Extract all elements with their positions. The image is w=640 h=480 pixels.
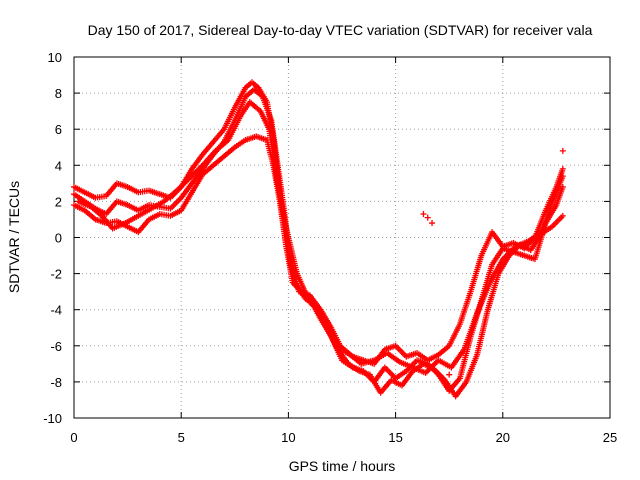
- y-tick-label: 2: [55, 194, 62, 209]
- y-tick-label: -4: [50, 303, 62, 318]
- data-point: [559, 212, 566, 219]
- series-track-b: [71, 86, 566, 394]
- x-axis-label: GPS time / hours: [289, 458, 396, 474]
- y-tick-labels: -10 -8 -6 -4 -2 0 2 4 6 8 10: [43, 50, 62, 426]
- x-tick-labels: 0 5 10 15 20 25: [70, 430, 617, 445]
- data-point: [559, 147, 566, 154]
- series-isolated: [420, 147, 566, 389]
- y-tick-label: 0: [55, 231, 62, 246]
- data-point: [559, 183, 566, 190]
- data-point: [424, 214, 431, 221]
- x-tick-label: 5: [178, 430, 185, 445]
- data-point: [559, 173, 566, 180]
- data-point: [429, 220, 436, 227]
- y-tick-label: -6: [50, 339, 62, 354]
- y-tick-label: 8: [55, 86, 62, 101]
- y-tick-label: 6: [55, 122, 62, 137]
- data-point: [446, 371, 453, 378]
- data-point: [420, 211, 427, 218]
- y-tick-label: -10: [43, 411, 62, 426]
- y-tick-label: -8: [50, 375, 62, 390]
- series-track-d: [75, 99, 566, 376]
- plot-frame: [73, 56, 611, 419]
- y-tick-label: 4: [55, 158, 62, 173]
- x-tick-label: 25: [603, 430, 617, 445]
- y-tick-label: -2: [50, 267, 62, 282]
- x-tick-label: 20: [496, 430, 510, 445]
- data-point: [450, 382, 457, 389]
- x-tick-label: 0: [70, 430, 77, 445]
- data-marks: [71, 79, 566, 400]
- x-tick-label: 15: [388, 430, 402, 445]
- x-tick-label: 10: [281, 430, 295, 445]
- y-tick-label: 10: [48, 50, 62, 65]
- chart-title: Day 150 of 2017, Sidereal Day-to-day VTE…: [88, 22, 593, 38]
- y-axis-label: SDTVAR / TECUs: [6, 181, 22, 293]
- data-point: [559, 165, 566, 172]
